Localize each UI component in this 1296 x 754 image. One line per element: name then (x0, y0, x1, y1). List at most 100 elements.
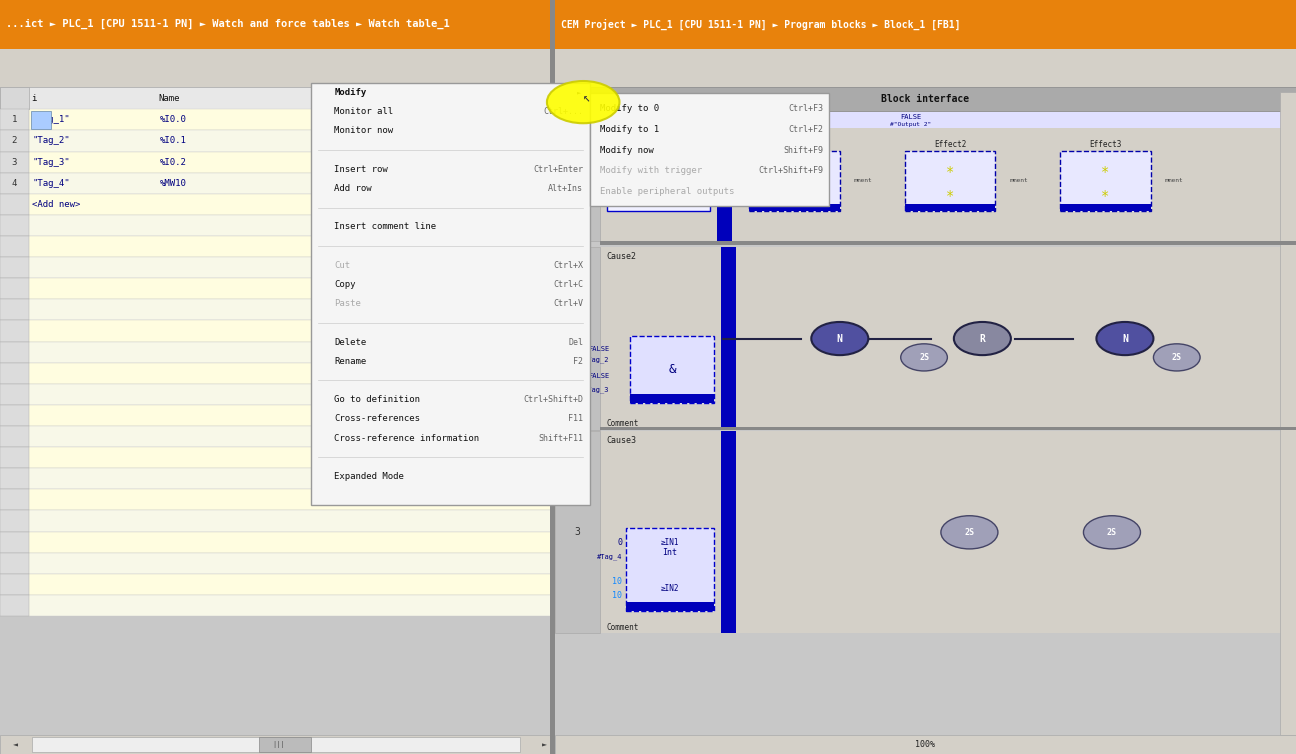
Bar (0, 384, 29, 405)
Bar (555, 112, 1296, 241)
Bar (555, 112, 600, 241)
Bar (31, 111, 51, 129)
Bar (499, 109, 551, 130)
Text: ↖: ↖ (583, 92, 591, 105)
Text: Monitor value: Monitor value (502, 93, 572, 103)
Bar (0, 173, 29, 194)
Bar (0, 489, 29, 510)
Text: *: * (1102, 165, 1109, 179)
Bar (0, 489, 552, 510)
Text: 1: 1 (12, 115, 17, 124)
Text: Modify to 1: Modify to 1 (600, 125, 660, 134)
Bar (1280, 92, 1296, 735)
Bar (0, 447, 552, 468)
Text: FALSE: FALSE (588, 346, 609, 352)
Bar (0, 130, 29, 152)
Text: Ctrl+X: Ctrl+X (553, 261, 583, 270)
Bar (0, 0, 552, 754)
Bar (626, 528, 714, 611)
Text: &: & (669, 363, 675, 376)
Bar (499, 130, 551, 152)
Text: F2: F2 (573, 357, 583, 366)
Bar (0, 320, 29, 342)
Text: mment: mment (1010, 179, 1028, 183)
Text: Cross-reference information: Cross-reference information (334, 434, 480, 443)
Text: Name: Name (158, 93, 180, 103)
Bar (590, 93, 829, 206)
Bar (0, 426, 552, 447)
Text: Rename: Rename (334, 357, 367, 366)
Text: %I0.0: %I0.0 (159, 115, 187, 124)
Text: CEM Project ► PLC_1 [CPU 1511-1 PN] ► Program blocks ► Block_1 [FB1]: CEM Project ► PLC_1 [CPU 1511-1 PN] ► Pr… (561, 19, 960, 29)
Text: Bool: Bool (321, 115, 343, 124)
Bar (0, 87, 552, 109)
Text: 3: 3 (574, 527, 581, 538)
Text: N: N (1122, 333, 1128, 344)
Text: Effect2: Effect2 (934, 140, 966, 149)
Text: Copy: Copy (334, 280, 356, 289)
Text: 2S: 2S (1107, 528, 1117, 537)
Bar (499, 173, 551, 194)
Text: ≥IN1: ≥IN1 (661, 538, 679, 547)
Circle shape (1096, 322, 1153, 355)
Bar (0, 595, 552, 616)
Text: Insert row: Insert row (334, 165, 388, 174)
Text: Bool: Bool (321, 136, 343, 146)
Text: #"Output 2": #"Output 2" (890, 122, 932, 127)
Text: Monitor now: Monitor now (334, 127, 394, 136)
Bar (749, 204, 840, 211)
Bar (749, 151, 840, 211)
Circle shape (811, 322, 868, 355)
Text: *: * (791, 165, 798, 179)
Circle shape (547, 81, 619, 123)
Text: ►: ► (577, 90, 582, 96)
Bar (555, 431, 600, 633)
Text: Monitor all: Monitor all (334, 107, 394, 116)
Text: %I0.2: %I0.2 (159, 158, 187, 167)
Text: Modify now: Modify now (600, 146, 653, 155)
Text: Ctrl+F3: Ctrl+F3 (788, 105, 823, 114)
Text: Paste: Paste (334, 299, 362, 308)
Text: Int: Int (662, 548, 678, 557)
Bar (0, 532, 29, 553)
Text: Alt+Ins: Alt+Ins (548, 184, 583, 193)
Text: 2S: 2S (964, 528, 975, 537)
Bar (0, 342, 552, 363)
Bar (0, 735, 552, 754)
Bar (312, 84, 588, 101)
Text: Ctrl+...: Ctrl+... (543, 107, 583, 116)
Text: Del: Del (568, 338, 583, 347)
Text: 2S: 2S (919, 353, 929, 362)
Bar (555, 247, 600, 430)
Text: R: R (980, 333, 985, 344)
Bar (0, 405, 29, 426)
Bar (0, 574, 29, 595)
Bar (721, 247, 736, 430)
Text: %I0.1: %I0.1 (159, 136, 187, 146)
Text: mment: mment (1165, 179, 1183, 183)
Bar (259, 737, 311, 752)
Text: Shift+F11: Shift+F11 (538, 434, 583, 443)
Bar (0, 553, 552, 574)
Bar (0, 468, 29, 489)
Text: FAL: FAL (502, 136, 517, 146)
Text: "Tag_4": "Tag_4" (32, 179, 70, 188)
Bar (721, 431, 736, 633)
Bar (555, 0, 1296, 754)
Text: Bool: Bool (321, 158, 343, 167)
Bar (600, 241, 1296, 245)
Text: Enable peripheral outputs: Enable peripheral outputs (600, 187, 735, 196)
Text: ►: ► (542, 740, 547, 749)
Text: FALSE: FALSE (588, 373, 609, 379)
Bar (555, 0, 1296, 49)
Circle shape (954, 322, 1011, 355)
Text: 0: 0 (502, 179, 507, 188)
Text: 10: 10 (612, 591, 622, 600)
Text: 100%: 100% (915, 740, 936, 749)
Bar (0, 109, 552, 130)
Circle shape (1083, 516, 1140, 549)
Text: Cut: Cut (334, 261, 350, 270)
Bar (0, 510, 29, 532)
Text: *: * (946, 165, 954, 179)
Text: Modify with trigger: Modify with trigger (600, 166, 702, 175)
